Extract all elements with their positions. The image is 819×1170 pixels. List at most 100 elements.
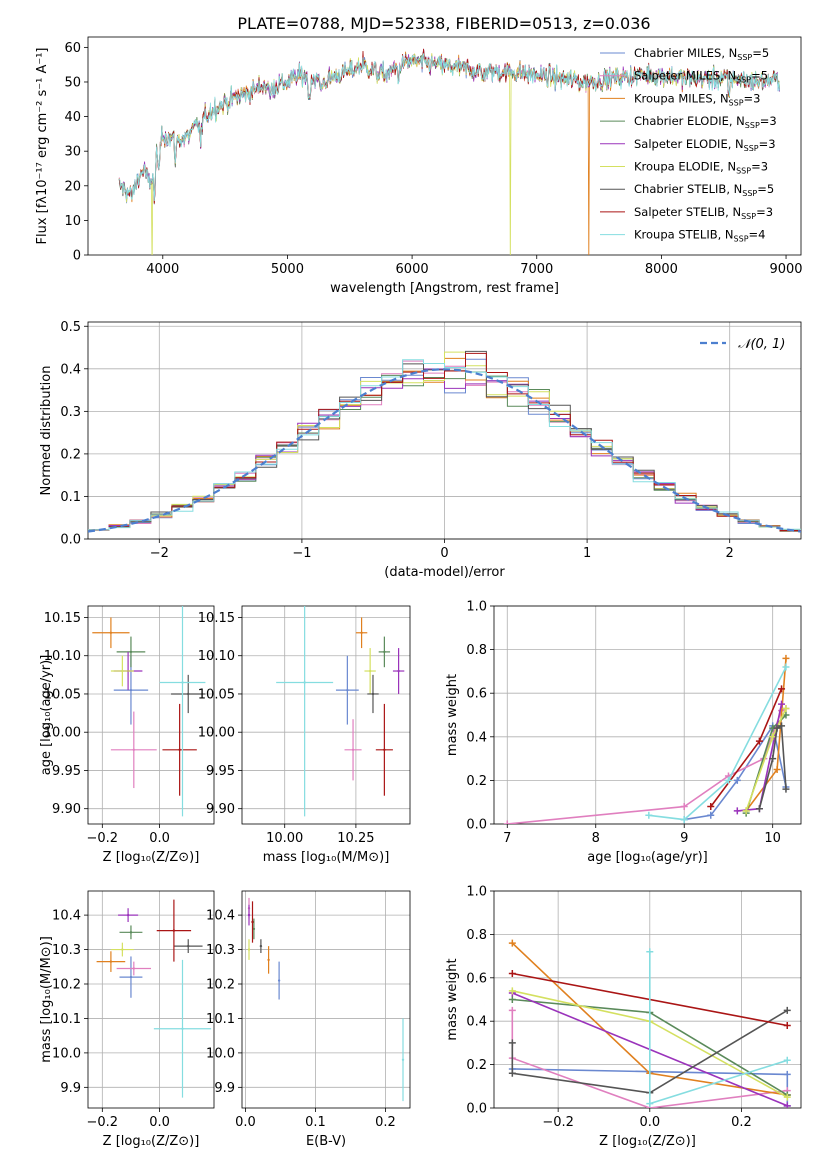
y-axis-label: Normed distribution xyxy=(39,366,54,496)
plot-area xyxy=(503,654,790,824)
y-tick-label: 0.4 xyxy=(466,1015,487,1030)
y-axis: 9.90 9.95 10.00 10.05 10.10 10.15 xyxy=(198,611,410,817)
mass-weight-vs-metallicity-panel: −0.2 0.0 0.2 0.0 0.2 0.4 0.6 0.8 1.0 Z [log₁₀(Z/Z… xyxy=(445,885,802,1149)
weight-marker xyxy=(742,807,750,815)
y-tick-label: 10.1 xyxy=(52,1012,81,1027)
legend-label: Kroupa MILES, NSSP=3 xyxy=(634,91,760,107)
x-tick-label: 9 xyxy=(680,831,688,846)
data-point xyxy=(181,1027,184,1030)
mass-vs-metallicity-panel: −0.2 0.0 9.9 10.0 10.1 10.2 10.3 10.4 Z [log₁₀(Z… xyxy=(39,890,215,1149)
y-tick-label: 40 xyxy=(64,110,81,125)
data-point xyxy=(109,631,113,634)
weight-marker xyxy=(769,733,777,741)
weight-marker xyxy=(508,1039,516,1047)
x-tick-label: 9000 xyxy=(769,262,802,277)
y-tick-label: 0.4 xyxy=(466,730,487,745)
y-tick-label: 0.0 xyxy=(60,533,81,548)
data-point xyxy=(397,669,400,673)
weight-marker xyxy=(707,803,715,811)
legend-label-sub: SSP xyxy=(741,212,756,221)
x-axis: −0.2 0.0 0.2 xyxy=(542,891,752,1130)
weight-marker xyxy=(755,737,763,745)
y-tick-label: 10.00 xyxy=(44,726,81,741)
legend-label-count: =3 xyxy=(759,137,776,151)
axes-frame xyxy=(87,321,802,540)
weight-marker xyxy=(783,1006,791,1014)
axes-frame xyxy=(87,36,802,256)
data-point xyxy=(252,927,256,931)
x-axis-label: mass [log₁₀(M/M⊙)] xyxy=(263,850,390,865)
y-tick-label: 10.3 xyxy=(52,943,81,958)
x-tick-label: −0.2 xyxy=(87,1115,119,1130)
legend-label-count: =5 xyxy=(752,46,769,60)
y-tick-label: 10.10 xyxy=(44,649,81,664)
weight-marker xyxy=(646,948,654,956)
legend-label-main: Salpeter STELIB, N xyxy=(634,205,741,219)
legend-label: Chabrier ELODIE, NSSP=3 xyxy=(634,114,777,130)
weight-marker xyxy=(773,724,781,732)
data-point xyxy=(401,1058,405,1061)
data-point xyxy=(346,688,349,692)
age-vs-metallicity-panel: −0.2 0.0 9.90 9.95 10.00 10.05 10.10 10.15 Z [lo… xyxy=(39,605,215,865)
legend-label: Chabrier STELIB, NSSP=5 xyxy=(634,182,774,198)
y-tick-label: 10 xyxy=(64,214,81,229)
weight-marker xyxy=(783,1056,791,1064)
x-tick-label: −0.2 xyxy=(87,831,119,846)
legend-label-main: Chabrier MILES, N xyxy=(634,46,737,60)
weight-marker xyxy=(707,811,715,819)
data-point xyxy=(371,692,375,696)
legend-label-main: Kroupa MILES, N xyxy=(634,91,729,105)
data-point xyxy=(259,944,263,948)
weight-marker xyxy=(508,996,516,1003)
mass-weight-vs-age-panel: 7 8 9 10 0.0 0.2 0.4 0.6 0.8 1.0 age [log₁₀(age/yr… xyxy=(445,600,802,865)
weight-marker xyxy=(783,1070,791,1078)
weight-marker xyxy=(755,805,763,813)
weight-marker xyxy=(646,1100,654,1108)
data-point xyxy=(383,748,386,752)
figure-title: PLATE=0788, MJD=52338, FIBERID=0513, z=0… xyxy=(237,14,650,33)
x-tick-label: 0.0 xyxy=(149,1115,170,1130)
y-tick-label: 10.0 xyxy=(206,1046,235,1061)
y-axis-label: mass [log₁₀(M/M⊙)] xyxy=(39,936,54,1063)
data-point xyxy=(187,944,190,948)
plot-area xyxy=(508,939,791,1108)
x-tick-label: 0.2 xyxy=(375,1115,396,1130)
data-point xyxy=(109,960,113,963)
weight-marker xyxy=(778,685,786,693)
plot-area xyxy=(276,606,405,817)
weight-marker xyxy=(782,663,790,671)
x-tick-label: 0.0 xyxy=(235,1115,256,1130)
y-axis-label: mass weight xyxy=(445,674,460,756)
x-axis-label: Z [log₁₀(Z/Z⊙)] xyxy=(599,1134,696,1149)
y-axis: 0 10 20 30 40 50 60 xyxy=(64,41,88,264)
y-tick-label: 10.2 xyxy=(52,978,81,993)
legend-label-main: Chabrier STELIB, N xyxy=(634,182,742,196)
weight-marker xyxy=(782,704,790,712)
y-tick-label: 60 xyxy=(64,41,81,56)
data-point xyxy=(129,650,133,654)
plot-area xyxy=(247,897,405,1102)
legend-label: Salpeter ELODIE, NSSP=3 xyxy=(634,137,776,153)
weight-marker xyxy=(680,816,688,824)
y-axis-label: age [log₁₀(age/yr)] xyxy=(39,655,54,776)
legend-label: Salpeter STELIB, NSSP=3 xyxy=(634,205,773,221)
y-tick-label: 0.2 xyxy=(466,774,487,789)
y-tick-label: 0.3 xyxy=(60,405,81,420)
y-tick-label: 0.2 xyxy=(60,447,81,462)
x-tick-label: 8 xyxy=(592,831,600,846)
weight-series-line xyxy=(710,688,783,808)
weight-marker xyxy=(680,803,688,811)
x-tick-label: 0.2 xyxy=(731,1115,752,1130)
x-axis: −0.2 0.0 xyxy=(87,891,170,1130)
x-axis-label: age [log₁₀(age/yr)] xyxy=(587,850,708,865)
data-point xyxy=(129,931,133,934)
data-point xyxy=(181,681,184,684)
data-point xyxy=(351,748,355,752)
residual-histogram-panel: −2 −1 0 1 2 0.0 0.1 0.2 0.3 0.4 0.5 (data-model)/er… xyxy=(39,320,802,580)
y-tick-label: 0.2 xyxy=(466,1058,487,1073)
y-tick-label: 9.90 xyxy=(52,802,81,817)
x-tick-label: 7000 xyxy=(520,262,553,277)
x-tick-label: 8000 xyxy=(645,262,678,277)
data-point xyxy=(247,948,251,951)
